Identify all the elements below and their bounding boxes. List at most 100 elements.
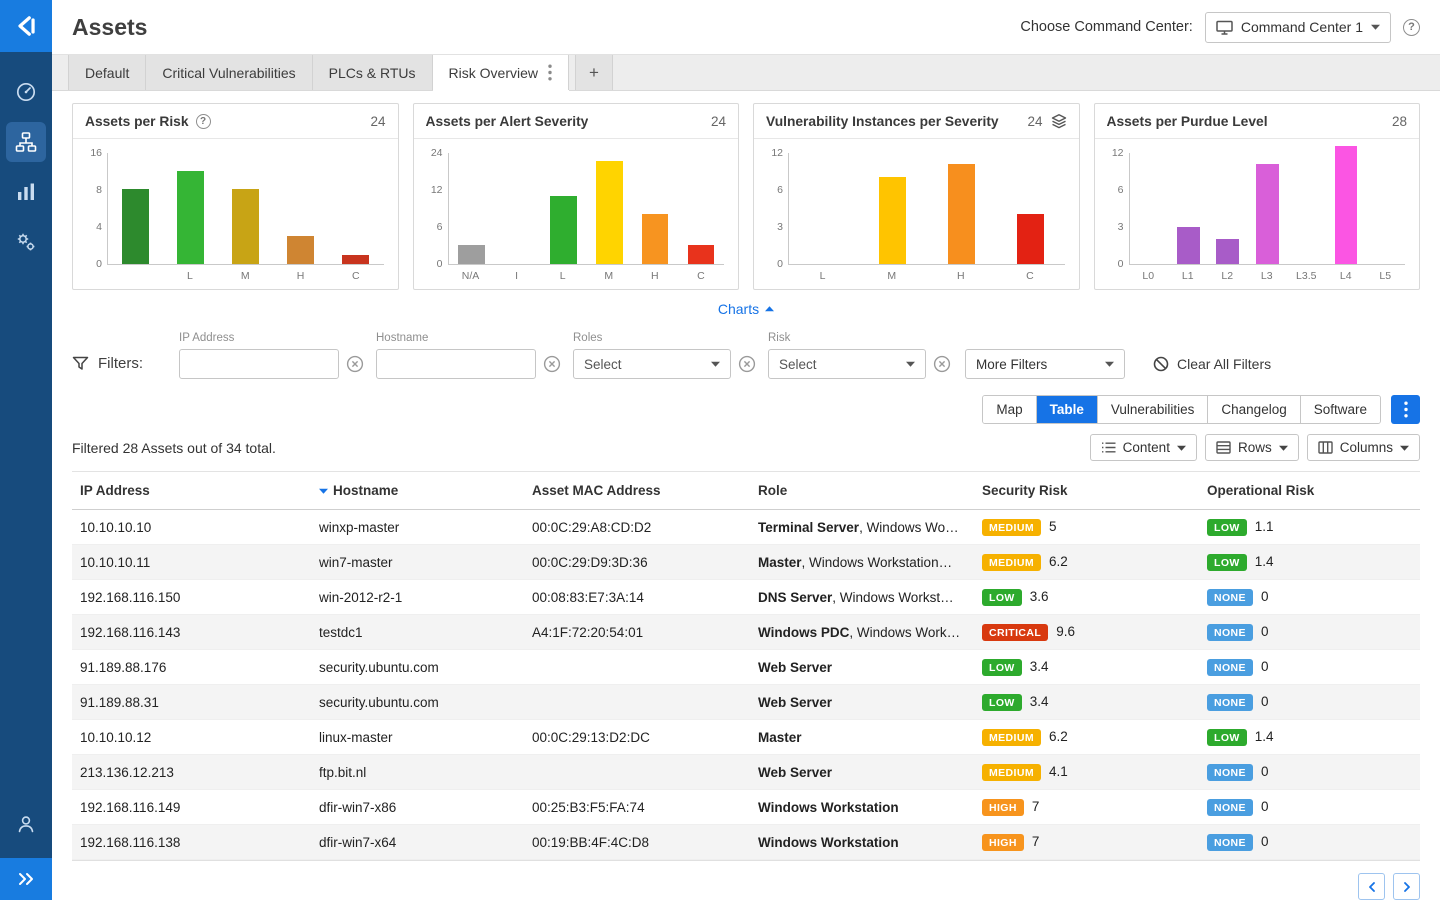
column-header-role[interactable]: Role <box>750 483 974 498</box>
pagination-prev-button[interactable] <box>1358 873 1385 900</box>
chevron-down-icon <box>711 361 720 367</box>
view-tab-changelog[interactable]: Changelog <box>1208 396 1300 423</box>
column-header-label: Operational Risk <box>1207 483 1314 498</box>
pagination <box>72 861 1420 900</box>
chart-bar <box>948 164 975 264</box>
chart-count-value: 24 <box>370 114 385 129</box>
column-header-ip-address[interactable]: IP Address <box>72 483 311 498</box>
clear-filter-icon[interactable] <box>738 355 756 373</box>
table-options-kebab-button[interactable] <box>1391 395 1420 424</box>
clear-filter-icon[interactable] <box>543 355 561 373</box>
x-tick-label: H <box>273 270 328 282</box>
kebab-icon <box>1404 401 1408 418</box>
app-logo[interactable] <box>0 0 52 52</box>
tab-plcs-rtus[interactable]: PLCs & RTUs <box>313 55 433 90</box>
view-tab-vulnerabilities[interactable]: Vulnerabilities <box>1098 396 1209 423</box>
operational-risk-score: 0 <box>1261 764 1269 779</box>
column-header-operational-risk[interactable]: Operational Risk <box>1199 483 1420 498</box>
rows-button[interactable]: Rows <box>1205 434 1299 461</box>
role-primary: Windows Workstation <box>758 835 899 850</box>
risk-filter-select[interactable]: Select <box>768 349 926 379</box>
x-tick-label: L <box>162 270 217 282</box>
column-header-security-risk[interactable]: Security Risk <box>974 483 1199 498</box>
clear-all-filters-button[interactable]: Clear All Filters <box>1153 349 1271 379</box>
pagination-next-button[interactable] <box>1393 873 1420 900</box>
chart-bar <box>1017 214 1044 264</box>
content-button[interactable]: Content <box>1090 434 1197 461</box>
clear-filter-icon[interactable] <box>346 355 364 373</box>
sidebar-item-analytics[interactable] <box>6 172 46 212</box>
table-row[interactable]: 91.189.88.176security.ubuntu.comWeb Serv… <box>72 650 1420 685</box>
sidebar-item-user[interactable] <box>6 804 46 844</box>
layers-icon[interactable] <box>1051 113 1067 129</box>
help-icon[interactable]: ? <box>196 114 211 129</box>
table-row[interactable]: 192.168.116.149dfir-win7-x8600:25:B3:F5:… <box>72 790 1420 825</box>
clear-filter-icon[interactable] <box>933 355 951 373</box>
tab-risk-overview[interactable]: Risk Overview <box>433 55 569 90</box>
ip-address-filter-input[interactable] <box>179 349 339 379</box>
tab-menu-kebab-icon[interactable] <box>548 64 552 81</box>
plot-area: LMHC <box>788 153 1065 289</box>
cell-hostname: security.ubuntu.com <box>311 660 524 675</box>
column-header-label: Hostname <box>333 483 398 498</box>
columns-button[interactable]: Columns <box>1307 434 1420 461</box>
charts-toggle-row: Charts <box>52 296 1440 326</box>
cell-ip-address: 192.168.116.138 <box>72 835 311 850</box>
sidebar-item-settings[interactable] <box>6 222 46 262</box>
x-tick-label: C <box>328 270 383 282</box>
cell-hostname: linux-master <box>311 730 524 745</box>
chevron-down-icon <box>1105 361 1114 367</box>
column-header-hostname[interactable]: Hostname <box>311 483 524 498</box>
sidebar-item-assets[interactable] <box>6 122 46 162</box>
column-header-asset-mac-address[interactable]: Asset MAC Address <box>524 483 750 498</box>
table-row[interactable]: 213.136.12.213ftp.bit.nlWeb ServerMEDIUM… <box>72 755 1420 790</box>
y-tick-label: 6 <box>437 222 443 232</box>
role-secondary: , Windows Workstation… <box>802 555 953 570</box>
tab-default[interactable]: Default <box>68 55 146 90</box>
plot <box>788 153 1065 265</box>
more-filters-dropdown[interactable]: More Filters <box>965 349 1125 379</box>
column-header-label: Role <box>758 483 787 498</box>
chevron-icon <box>1403 882 1411 892</box>
cell-ip-address: 10.10.10.10 <box>72 520 311 535</box>
hostname-filter-input[interactable] <box>376 349 536 379</box>
table-row[interactable]: 91.189.88.31security.ubuntu.comWeb Serve… <box>72 685 1420 720</box>
sidebar-item-dashboard[interactable] <box>6 72 46 112</box>
cell-mac-address: 00:0C:29:13:D2:DC <box>524 730 750 745</box>
bar-slot <box>996 214 1065 264</box>
view-tab-software[interactable]: Software <box>1301 396 1380 423</box>
operational-risk-score: 0 <box>1261 659 1269 674</box>
plot <box>448 153 725 265</box>
security-risk-badge: CRITICAL <box>982 624 1048 641</box>
x-axis: LMHC <box>788 265 1065 287</box>
chevron-down-icon <box>1177 445 1186 451</box>
cell-security-risk: LOW3.4 <box>974 694 1199 711</box>
tab-critical-vulnerabilities[interactable]: Critical Vulnerabilities <box>146 55 312 90</box>
table-row[interactable]: 192.168.116.150win-2012-r2-100:08:83:E7:… <box>72 580 1420 615</box>
cell-mac-address: 00:19:BB:4F:4C:D8 <box>524 835 750 850</box>
view-tab-map[interactable]: Map <box>983 396 1036 423</box>
chart-bar <box>458 245 485 264</box>
table-row[interactable]: 192.168.116.143testdc1A4:1F:72:20:54:01W… <box>72 615 1420 650</box>
view-tab-table[interactable]: Table <box>1037 396 1098 423</box>
y-axis: 12630 <box>1103 153 1129 265</box>
operational-risk-badge: NONE <box>1207 589 1253 606</box>
chart-count: 24 <box>711 114 726 129</box>
cell-role: Master <box>750 730 974 745</box>
cell-mac-address: 00:0C:29:D9:3D:36 <box>524 555 750 570</box>
chart-bar <box>1335 146 1358 264</box>
monitor-icon <box>1216 20 1233 35</box>
add-tab-button[interactable]: + <box>575 55 613 90</box>
table-row[interactable]: 10.10.10.11win7-master00:0C:29:D9:3D:36M… <box>72 545 1420 580</box>
roles-filter-select[interactable]: Select <box>573 349 731 379</box>
command-center-dropdown[interactable]: Command Center 1 <box>1205 12 1391 43</box>
cell-operational-risk: LOW1.1 <box>1199 519 1420 536</box>
charts-collapse-link[interactable]: Charts <box>718 301 774 317</box>
sidebar-expand-button[interactable] <box>0 858 52 900</box>
chart-card-vulnerability-instances-per-severity: Vulnerability Instances per Severity2412… <box>753 103 1080 290</box>
table-row[interactable]: 10.10.10.12linux-master00:0C:29:13:D2:DC… <box>72 720 1420 755</box>
table-row[interactable]: 192.168.116.138dfir-win7-x6400:19:BB:4F:… <box>72 825 1420 860</box>
chart-bar <box>287 236 314 264</box>
help-icon[interactable]: ? <box>1403 19 1420 36</box>
table-row[interactable]: 10.10.10.10winxp-master00:0C:29:A8:CD:D2… <box>72 510 1420 545</box>
